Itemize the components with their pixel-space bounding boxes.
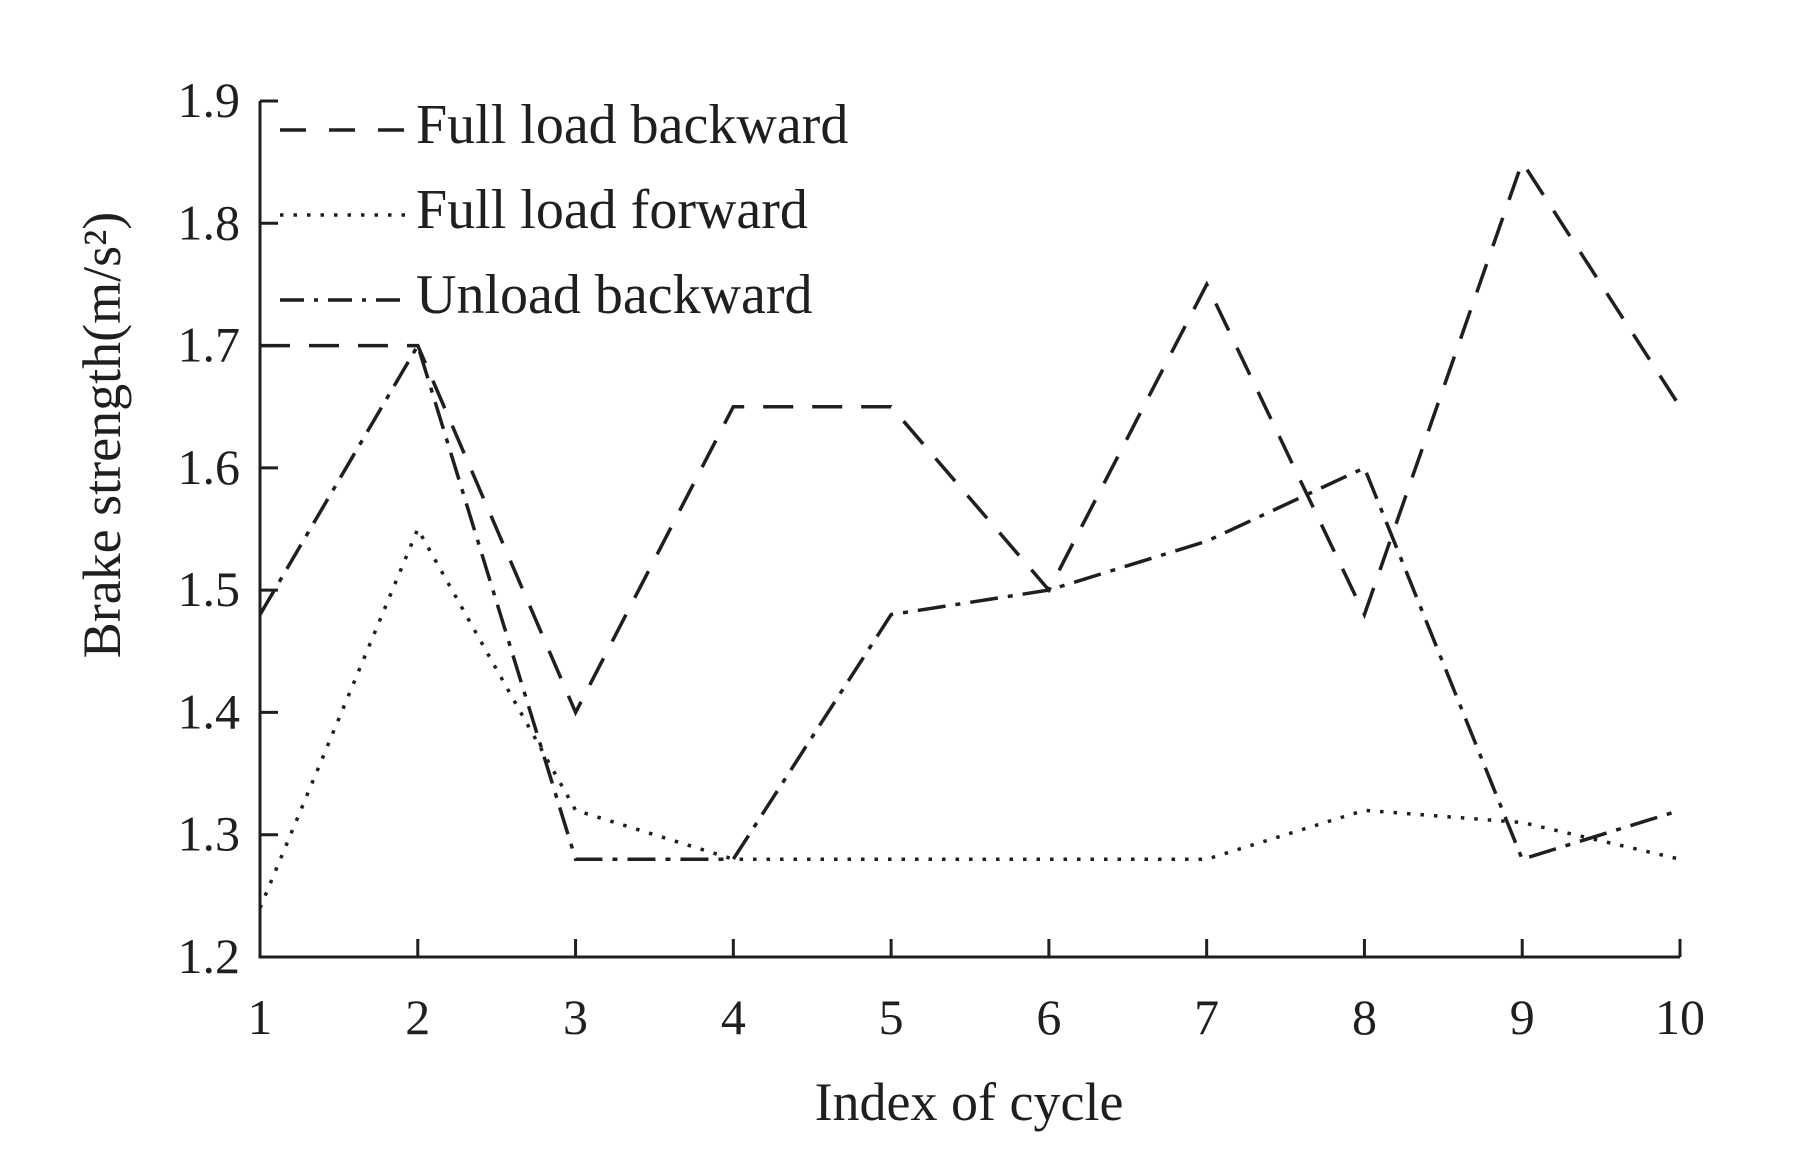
legend-label: Full load backward — [416, 94, 848, 156]
legend: Full load backward Full load forward Unloa… — [280, 94, 848, 326]
y-axis-title: Brake strength(m/s²) — [72, 212, 132, 659]
x-tick-label: 4 — [721, 989, 746, 1045]
y-tick-label: 1.8 — [178, 194, 241, 250]
series-line-unload-backward — [258, 341, 1681, 862]
series-line-full-load-backward — [260, 158, 1682, 717]
legend-item-full-load-forward: Full load forward — [280, 179, 808, 241]
x-tick-label: 8 — [1352, 989, 1377, 1045]
x-tick-label: 3 — [563, 989, 588, 1045]
y-tick-label: 1.5 — [178, 561, 241, 617]
x-tick-label: 1 — [248, 989, 273, 1045]
y-tick-label: 1.2 — [178, 928, 241, 984]
x-tick-label: 7 — [1194, 989, 1219, 1045]
legend-label: Full load forward — [416, 179, 808, 241]
axes-layer: 1 2 3 4 5 6 7 8 9 10 1.2 1.3 1.4 1.5 1.6 1.7 1.8 1.9 — [178, 72, 1706, 1045]
legend-item-unload-backward: Unload backward — [280, 264, 813, 326]
x-tick-label: 5 — [879, 989, 904, 1045]
series-layer — [258, 158, 1682, 909]
y-tick-label: 1.9 — [178, 72, 241, 128]
x-tick-label: 2 — [405, 989, 430, 1045]
y-tick-label: 1.3 — [178, 806, 241, 862]
x-tick-label: 6 — [1036, 989, 1061, 1045]
y-tick-label: 1.7 — [178, 317, 241, 373]
legend-label: Unload backward — [416, 264, 813, 326]
legend-item-full-load-backward: Full load backward — [280, 94, 848, 156]
y-tick-label: 1.4 — [178, 683, 241, 739]
x-axis-title: Index of cycle — [815, 1072, 1124, 1132]
x-tick-label: 10 — [1655, 989, 1705, 1045]
x-tick-label: 9 — [1510, 989, 1535, 1045]
series-line-full-load-forward — [258, 525, 1681, 909]
y-tick-label: 1.6 — [178, 439, 241, 495]
